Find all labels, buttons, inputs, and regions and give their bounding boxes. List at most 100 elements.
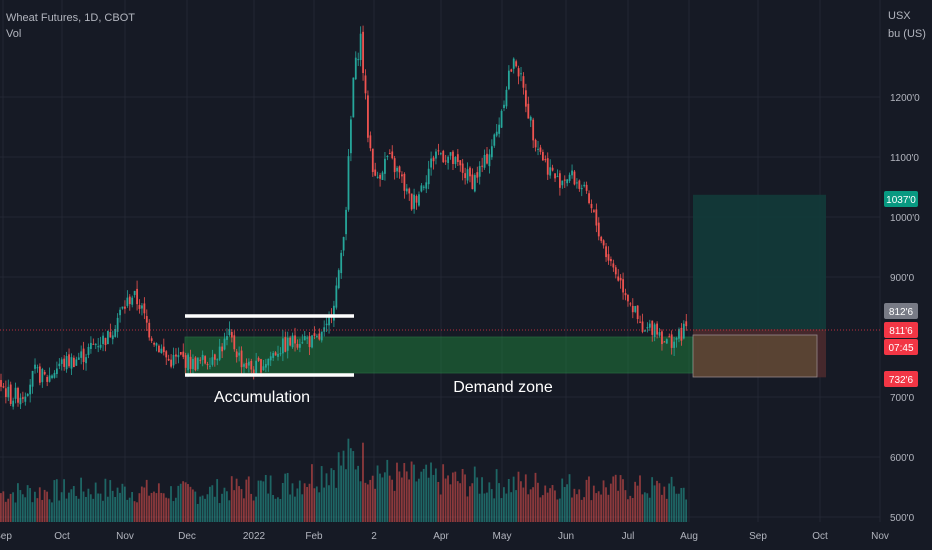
price-tag-label: 732'6 xyxy=(889,375,914,386)
candle-body xyxy=(279,353,282,355)
candle-body xyxy=(17,388,19,403)
candle-body xyxy=(384,158,386,174)
candle-body xyxy=(537,148,539,150)
volume-bar xyxy=(138,493,141,522)
candle-body xyxy=(209,365,211,367)
volume-bar xyxy=(46,491,48,522)
volume-bar xyxy=(447,475,449,522)
candle-body xyxy=(493,134,496,146)
candle-body xyxy=(228,329,231,336)
candle-body xyxy=(148,322,151,338)
volume-bar xyxy=(641,494,644,522)
entry-box xyxy=(692,334,818,378)
candle-body xyxy=(165,351,168,358)
candle-body xyxy=(170,359,172,367)
volume-bar xyxy=(393,490,396,522)
candle-body xyxy=(75,359,78,366)
candle-body xyxy=(284,337,287,352)
volume-bar xyxy=(21,494,24,522)
volume-bar xyxy=(230,476,233,522)
volume-bar xyxy=(12,492,14,522)
volume-bar xyxy=(539,497,542,522)
volume-bar xyxy=(464,474,466,522)
candle-body xyxy=(58,363,61,367)
volume-bar xyxy=(468,486,471,522)
volume-bar xyxy=(172,501,175,522)
volume-bar xyxy=(371,475,374,522)
candle-body xyxy=(136,288,138,305)
x-tick-label: Nov xyxy=(871,531,889,542)
volume-bar xyxy=(335,487,338,522)
volume-bar xyxy=(2,491,5,522)
volume-bar xyxy=(60,492,63,522)
candle-body xyxy=(34,364,36,369)
candle-body xyxy=(303,336,306,341)
volume-bar xyxy=(264,474,267,522)
volume-bar xyxy=(31,502,34,522)
candle-body xyxy=(9,384,12,404)
candle-body xyxy=(41,369,44,383)
volume-bar xyxy=(109,480,112,522)
volume-bar xyxy=(51,502,53,522)
candle-body xyxy=(515,61,518,67)
volume-bar xyxy=(427,477,430,522)
volume-bar xyxy=(369,479,372,522)
candle-body xyxy=(260,359,262,373)
volume-bar xyxy=(563,487,566,522)
candle-body xyxy=(298,344,301,348)
candle-body xyxy=(230,331,233,338)
candle-body xyxy=(158,345,160,353)
volume-bar xyxy=(306,486,308,522)
candle-body xyxy=(109,332,112,338)
x-tick-label: 2 xyxy=(371,531,377,542)
candle-body xyxy=(245,362,248,369)
candle-body xyxy=(563,179,566,181)
candle-body xyxy=(257,357,260,361)
candle-body xyxy=(2,386,5,388)
volume-bar xyxy=(342,450,345,522)
volume-bar xyxy=(648,497,651,522)
x-tick-label: Dec xyxy=(178,531,196,542)
volume-bar xyxy=(289,494,291,522)
candle-body xyxy=(466,169,469,181)
price-tag-label: 07:45 xyxy=(888,343,913,354)
candle-body xyxy=(55,368,58,374)
volume-bar xyxy=(281,482,284,522)
candle-body xyxy=(38,366,41,383)
candle-body xyxy=(150,338,153,341)
volume-bar xyxy=(211,485,214,522)
volume-bar xyxy=(437,481,440,522)
candle-body xyxy=(133,290,136,295)
candle-body xyxy=(238,352,241,356)
volume-bar xyxy=(524,474,527,522)
volume-bar xyxy=(99,493,102,522)
volume-bar xyxy=(444,478,447,522)
x-tick-label: Sep xyxy=(749,531,767,542)
candle-body xyxy=(335,285,338,308)
candle-body xyxy=(204,356,207,364)
candle-body xyxy=(7,386,10,398)
volume-bar xyxy=(128,497,131,522)
candle-body xyxy=(624,293,627,296)
candle-body xyxy=(418,194,420,206)
volume-bar xyxy=(556,499,559,522)
candle-body xyxy=(70,357,73,369)
volume-bar xyxy=(143,487,146,522)
candle-body xyxy=(449,152,452,156)
volume-bar xyxy=(417,478,420,522)
candle-body xyxy=(559,173,561,188)
candle-body xyxy=(352,77,355,118)
candle-body xyxy=(104,337,107,346)
volume-bar xyxy=(189,486,192,522)
volume-bar xyxy=(677,493,680,522)
candle-body xyxy=(658,332,661,336)
volume-bar xyxy=(624,490,627,522)
x-tick-label: Apr xyxy=(433,531,449,542)
volume-bar xyxy=(634,481,637,522)
x-tick-label: Feb xyxy=(305,531,323,542)
volume-bar xyxy=(70,489,73,522)
candle-body xyxy=(350,119,352,154)
volume-bar xyxy=(325,473,328,522)
candle-body xyxy=(201,354,204,360)
